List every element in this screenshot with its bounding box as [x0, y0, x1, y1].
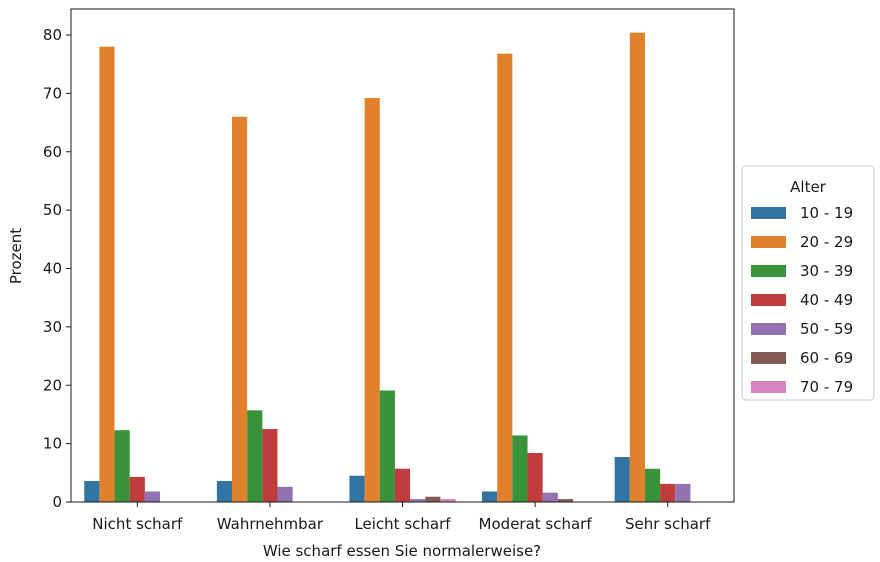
bar-2-2: [232, 116, 248, 502]
bar-2-4: [262, 429, 278, 502]
bar-4-5: [542, 492, 558, 502]
bar-4-1: [482, 491, 498, 502]
x-tick-label: Sehr scharf: [625, 515, 711, 533]
x-tick-label: Nicht scharf: [92, 515, 183, 533]
y-tick-label: 70: [43, 84, 62, 102]
bar-5-5: [675, 483, 691, 502]
bar-5-3: [644, 468, 661, 502]
bar-1-1: [84, 480, 100, 502]
legend-label: 20 - 29: [800, 233, 853, 251]
bar-3-5: [410, 499, 426, 502]
x-axis: Nicht scharf Wahrnehmbar Leicht scharf Mode…: [92, 502, 711, 533]
y-axis: 0 10 20 30 40 50 60 70 80: [43, 26, 71, 511]
y-tick-label: 20: [43, 376, 62, 394]
bar-1-3: [114, 430, 130, 502]
legend-label: 30 - 39: [800, 262, 853, 280]
legend-label: 50 - 59: [800, 320, 853, 338]
bar-5-4: [660, 483, 676, 502]
legend-swatch: [751, 352, 786, 364]
bar-3-7: [440, 499, 456, 502]
legend-swatch: [751, 381, 786, 393]
bar-4-6: [557, 499, 573, 502]
bar-1-5: [144, 491, 161, 502]
bar-3-3: [379, 390, 395, 502]
legend-swatch: [751, 207, 786, 219]
bar-3-4: [394, 468, 411, 502]
bar-4-4: [527, 452, 543, 502]
bar-3-2: [364, 98, 380, 502]
x-tick-label: Wahrnehmbar: [217, 515, 324, 533]
bar-2-5: [277, 486, 293, 502]
legend-items: 10 - 19 20 - 29 30 - 39 40 - 49 50 - 59 60 - …: [751, 204, 853, 396]
legend-label: 10 - 19: [800, 204, 853, 222]
y-tick-label: 50: [43, 201, 62, 219]
y-axis-label: Prozent: [7, 228, 25, 284]
bar-4-3: [512, 435, 528, 502]
x-tick-label: Moderat scharf: [479, 515, 593, 533]
y-tick-label: 40: [43, 260, 62, 278]
legend-label: 60 - 69: [800, 349, 853, 367]
bar-1-4: [129, 476, 145, 502]
bar-2-1: [216, 480, 233, 502]
bar-4-2: [497, 53, 513, 503]
y-tick-label: 60: [43, 143, 62, 161]
y-tick-label: 30: [43, 318, 62, 336]
legend-label: 40 - 49: [800, 291, 853, 309]
bar-3-1: [349, 475, 365, 502]
legend-swatch: [751, 294, 786, 306]
x-axis-label: Wie scharf essen Sie normalerweise?: [263, 542, 541, 560]
legend-swatch: [751, 265, 786, 277]
legend-swatch: [751, 236, 786, 248]
bar-1-2: [99, 46, 115, 503]
legend-label: 70 - 79: [800, 378, 853, 396]
y-tick-label: 0: [52, 493, 62, 511]
y-tick-label: 80: [43, 26, 62, 44]
bar-5-2: [629, 32, 645, 502]
y-tick-label: 10: [43, 435, 62, 453]
bars-layer: [84, 32, 691, 503]
legend-frame: [741, 165, 875, 401]
legend: Alter 10 - 19 20 - 29 30 - 39 40 - 49 50 - 5…: [741, 165, 875, 401]
bar-2-3: [247, 410, 263, 502]
bar-3-6: [425, 496, 441, 502]
bar-5-1: [614, 457, 630, 502]
legend-swatch: [751, 323, 786, 335]
legend-title: Alter: [790, 178, 827, 196]
x-tick-label: Leicht scharf: [354, 515, 451, 533]
